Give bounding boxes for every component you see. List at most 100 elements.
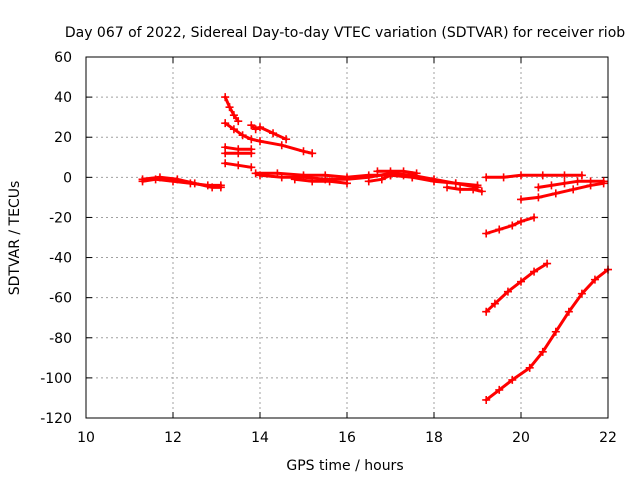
data-point xyxy=(216,183,225,192)
data-point xyxy=(534,193,543,202)
data-point xyxy=(364,177,373,186)
data-point xyxy=(173,175,182,184)
data-point xyxy=(451,179,460,188)
data-point xyxy=(221,159,230,168)
y-tick-label: 0 xyxy=(63,170,72,186)
data-point xyxy=(308,149,317,158)
data-point xyxy=(525,363,534,372)
y-tick-label: -100 xyxy=(40,371,72,387)
data-point xyxy=(277,173,286,182)
data-point xyxy=(386,167,395,176)
data-series xyxy=(221,119,317,158)
data-point xyxy=(517,171,525,180)
data-point xyxy=(482,307,491,316)
x-tick-label: 12 xyxy=(164,430,182,446)
x-axis-label: GPS time / hours xyxy=(286,458,403,474)
y-tick-label: -40 xyxy=(49,251,72,267)
plot-frame xyxy=(85,56,609,419)
data-point xyxy=(503,287,512,296)
data-point xyxy=(412,169,421,178)
data-series xyxy=(138,173,225,192)
data-point xyxy=(269,129,278,138)
data-point xyxy=(247,135,256,144)
series-trace xyxy=(484,262,549,314)
data-point xyxy=(538,347,547,356)
y-axis-label: SDTVAR / TECUs xyxy=(7,181,23,296)
data-point xyxy=(343,179,351,188)
data-series xyxy=(534,177,608,192)
data-point xyxy=(573,177,582,186)
data-point xyxy=(234,117,243,126)
data-point xyxy=(430,175,438,184)
data-point xyxy=(508,375,517,384)
data-point xyxy=(495,225,504,234)
series-trace xyxy=(293,177,349,185)
axes: 10 12 14 16 18 20 22 -120 -100 -80 -60 -40 -20 0 20 40 6… xyxy=(40,50,617,446)
data-point xyxy=(277,141,286,150)
data-series xyxy=(482,265,612,404)
data-series xyxy=(247,121,291,144)
data-point xyxy=(256,171,264,180)
data-point xyxy=(408,173,417,182)
data-series xyxy=(373,167,421,178)
data-point xyxy=(599,177,608,186)
data-point xyxy=(251,125,260,134)
data-point xyxy=(308,177,317,186)
data-series xyxy=(290,175,351,188)
y-tick-label: 20 xyxy=(54,130,72,146)
data-point xyxy=(530,213,539,222)
data-point xyxy=(560,179,569,188)
y-tick-label: -60 xyxy=(49,291,72,307)
y-tick-label: -120 xyxy=(40,411,72,427)
data-point xyxy=(482,173,491,182)
data-point xyxy=(508,221,517,230)
data-point xyxy=(377,175,386,184)
data-series xyxy=(221,93,243,126)
data-point xyxy=(517,277,525,286)
data-series xyxy=(482,171,586,182)
data-point xyxy=(238,131,247,140)
data-point xyxy=(234,149,243,158)
x-tick-label: 14 xyxy=(251,430,269,446)
series-trace xyxy=(484,268,610,402)
data-point xyxy=(482,229,491,238)
data-point xyxy=(290,175,299,184)
data-series xyxy=(443,183,486,196)
x-tick-label: 22 xyxy=(599,430,617,446)
data-point xyxy=(469,185,478,194)
data-point xyxy=(564,307,573,316)
data-point xyxy=(443,183,452,192)
data-point xyxy=(247,149,256,158)
data-point xyxy=(456,185,465,194)
data-point xyxy=(517,217,525,226)
x-tick-label: 20 xyxy=(512,430,530,446)
data-point xyxy=(551,327,560,336)
data-point xyxy=(208,183,217,192)
data-point xyxy=(517,195,525,204)
data-point xyxy=(225,103,234,112)
data-point xyxy=(551,189,560,198)
data-point xyxy=(155,173,164,182)
data-point xyxy=(247,121,256,130)
data-point xyxy=(499,173,508,182)
data-point xyxy=(590,275,599,284)
data-point xyxy=(251,169,260,178)
data-series xyxy=(221,159,256,172)
data-point xyxy=(282,135,291,144)
data-point xyxy=(534,183,543,192)
data-point xyxy=(234,161,243,170)
data-series xyxy=(482,213,539,238)
data-point xyxy=(577,289,586,298)
data-point xyxy=(221,119,230,128)
series-trace xyxy=(445,185,484,193)
data-point xyxy=(530,267,539,276)
data-point xyxy=(256,123,264,132)
data-series xyxy=(482,259,552,316)
data-point xyxy=(229,125,238,134)
data-point xyxy=(482,395,491,404)
x-tick-label: 18 xyxy=(425,430,443,446)
series-trace xyxy=(375,169,419,175)
data-point xyxy=(586,177,595,186)
data-point xyxy=(229,111,238,120)
x-tick-label: 16 xyxy=(338,430,356,446)
